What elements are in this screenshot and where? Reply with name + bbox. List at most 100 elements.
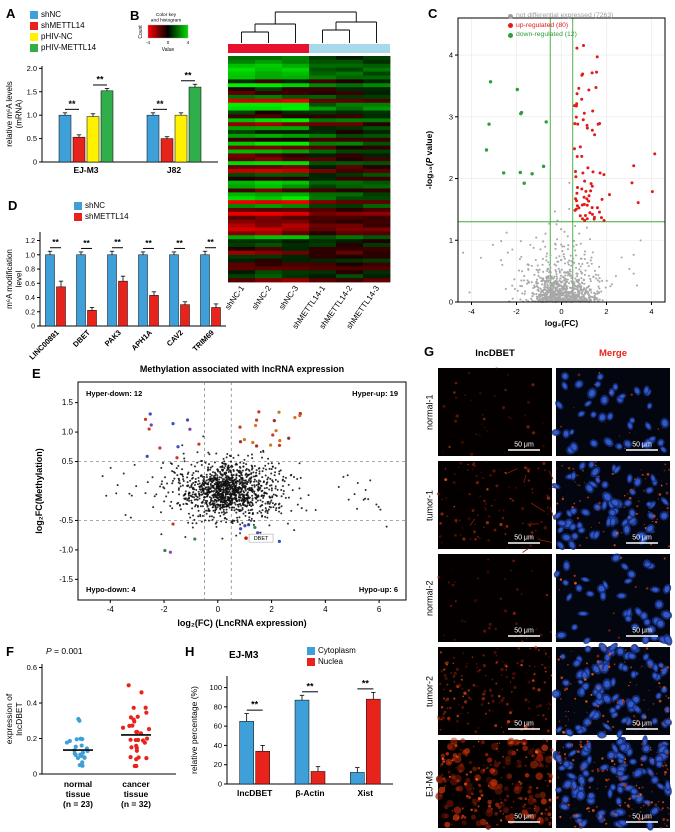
legend-item: Nuclea [307, 657, 356, 667]
svg-text:**: ** [83, 238, 90, 248]
svg-text:0.8: 0.8 [25, 267, 35, 274]
svg-text:Color key: Color key [156, 12, 177, 18]
svg-text:**: ** [176, 238, 183, 248]
svg-text:50 μm: 50 μm [514, 628, 534, 635]
svg-text:and histogram: and histogram [151, 18, 181, 24]
legend-item: shNC [74, 201, 129, 211]
svg-text:2: 2 [449, 174, 453, 183]
svg-text:4: 4 [323, 605, 328, 614]
legend-swatch [30, 22, 38, 30]
svg-text:-log₁₀(P value): -log₁₀(P value) [424, 131, 434, 190]
panel-b-label: B [130, 8, 140, 23]
svg-text:3: 3 [449, 112, 453, 121]
svg-text:**: ** [145, 238, 152, 248]
svg-text:1.5: 1.5 [62, 398, 74, 407]
legend-swatch [508, 13, 513, 19]
svg-text:0.2: 0.2 [25, 309, 35, 316]
svg-text:CAV2: CAV2 [165, 328, 185, 348]
svg-text:0: 0 [216, 605, 221, 614]
svg-text:0.6: 0.6 [25, 281, 35, 288]
micrograph-normal-2-lncdbet: 50 μm [437, 553, 552, 643]
svg-text:0: 0 [449, 298, 453, 307]
svg-text:0.4: 0.4 [27, 699, 37, 708]
panel-b: B shNC-1 shNC-2 shNC-3 shMETTL14-1 shMETTL14… [128, 4, 396, 356]
svg-text:1: 1 [449, 236, 453, 245]
svg-text:0: 0 [559, 307, 563, 316]
g-row-label: normal-1 [424, 394, 435, 430]
svg-text:**: ** [362, 678, 370, 688]
panel-d-legend: shNC shMETTL14 [74, 201, 129, 222]
micrograph-normal-2-merge: 50 μm [553, 553, 673, 646]
legend-label: not differential expressed (7263) [516, 12, 614, 19]
svg-text:DBET: DBET [71, 328, 92, 349]
svg-text:0: 0 [33, 770, 37, 779]
svg-text:4: 4 [187, 40, 190, 45]
svg-text:1.0: 1.0 [25, 252, 35, 259]
svg-text:-1.0: -1.0 [59, 545, 73, 554]
panel-e-label: E [32, 366, 41, 381]
g-row-label: tumor-1 [424, 489, 435, 521]
panel-e-scatter-plot: Methylation associated with lncRNA expre… [34, 364, 407, 628]
legend-swatch [74, 202, 82, 210]
svg-text:-1.5: -1.5 [59, 575, 73, 584]
svg-text:-0.5: -0.5 [59, 516, 73, 525]
svg-text:2: 2 [269, 605, 274, 614]
panel-d-bar-chart: 0 0.2 0.4 0.6 0.8 1.0 1.2 m⁶A modification level… [5, 232, 226, 362]
svg-text:Xist: Xist [358, 788, 374, 798]
g-row-label: tumor-2 [424, 675, 435, 707]
svg-text:β-Actin: β-Actin [295, 788, 324, 798]
svg-text:1.5: 1.5 [27, 87, 37, 96]
svg-text:Value: Value [162, 47, 175, 53]
legend-label: shMETTL14 [85, 212, 129, 221]
panel-a: A shNC shMETTL14 pHIV-NC pHIV-METTL14 0 0.5 1… [4, 4, 226, 198]
svg-text:0: 0 [167, 40, 170, 45]
svg-text:1.0: 1.0 [62, 428, 74, 437]
svg-text:50 μm: 50 μm [514, 814, 534, 821]
svg-text:50 μm: 50 μm [632, 628, 652, 635]
panel-h-legend: Cytoplasm Nuclea [307, 646, 356, 667]
svg-text:100: 100 [209, 683, 222, 692]
svg-text:Hypo-down: 4: Hypo-down: 4 [86, 585, 136, 594]
g-row-label: normal-2 [424, 580, 435, 616]
svg-text:50 μm: 50 μm [514, 721, 534, 728]
panel-h-label: H [185, 644, 195, 659]
svg-text:m⁶A modification: m⁶A modification [5, 249, 14, 309]
svg-text:expression of: expression of [4, 693, 14, 744]
panel-a-legend: shNC shMETTL14 pHIV-NC pHIV-METTL14 [30, 10, 96, 53]
g-column-header-lncdbet: lncDBET [475, 348, 515, 359]
svg-text:lncDBET: lncDBET [14, 702, 24, 736]
svg-text:P = 0.001: P = 0.001 [46, 646, 83, 656]
svg-text:0: 0 [31, 324, 35, 331]
svg-text:50 μm: 50 μm [632, 721, 652, 728]
legend-item: shMETTL14 [74, 212, 129, 222]
micrograph-tumor-2-lncdbet: 50 μm [437, 645, 553, 735]
svg-text:Methylation associated with ln: Methylation associated with lncRNA expre… [140, 364, 344, 374]
micrograph-normal-1-lncdbet: 50 μm [438, 366, 552, 456]
legend-label: up-regulated (80) [516, 21, 569, 29]
svg-text:log₂(FC) (LncRNA expression): log₂(FC) (LncRNA expression) [177, 618, 306, 628]
svg-text:-2: -2 [160, 605, 168, 614]
micrograph-tumor-1-lncdbet: 50 μm [436, 460, 564, 553]
legend-item: not differential expressed (7263) [508, 12, 613, 21]
legend-item: shMETTL14 [30, 21, 96, 31]
svg-text:0.5: 0.5 [62, 457, 74, 466]
legend-label: down-regulated (12) [516, 31, 577, 39]
svg-text:1.0: 1.0 [27, 111, 37, 120]
svg-text:PAK3: PAK3 [103, 328, 123, 348]
legend-item: shNC [30, 10, 96, 20]
micrograph-tumor-1-merge: 50 μm [551, 460, 671, 551]
panel-h-title: EJ-M3 [229, 650, 259, 661]
panel-c-legend: not differential expressed (7263) up-regu… [508, 12, 613, 40]
legend-swatch [30, 44, 38, 52]
panel-g: G lncDBET Merge normal-1 50 μm 50 μm tumor-1 5… [420, 344, 675, 832]
svg-text:40: 40 [214, 741, 222, 750]
g-row-label: EJ-M3 [424, 771, 435, 798]
micrograph-normal-1-merge: 50 μm [551, 368, 670, 456]
svg-text:Hyper-down: 12: Hyper-down: 12 [86, 389, 142, 398]
svg-text:60: 60 [214, 722, 222, 731]
svg-text:lncDBET: lncDBET [237, 788, 273, 798]
legend-item: pHIV-NC [30, 32, 96, 42]
legend-item: Cytoplasm [307, 646, 356, 656]
svg-text:EJ-M3: EJ-M3 [73, 165, 98, 175]
